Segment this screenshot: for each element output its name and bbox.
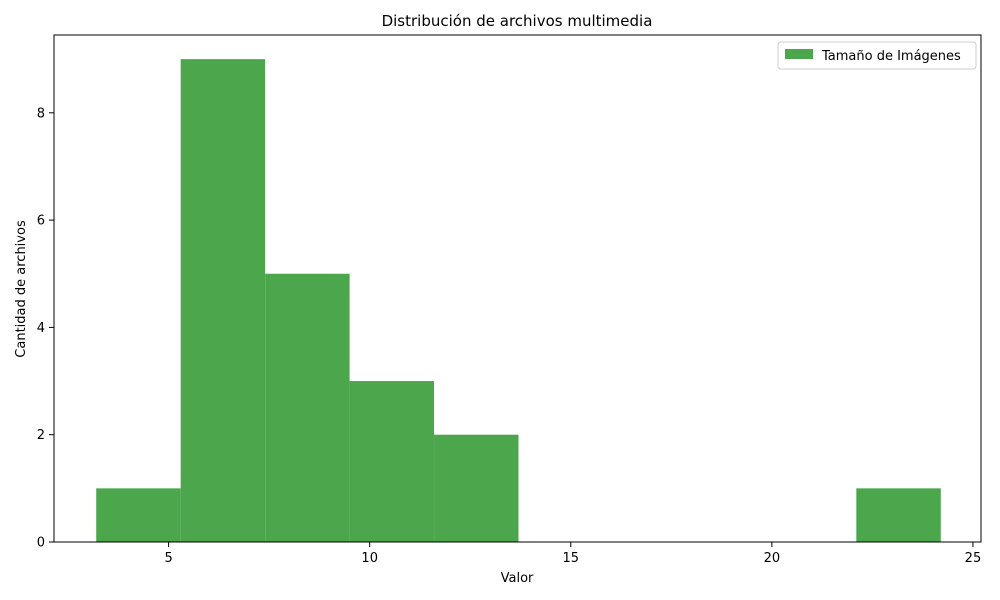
legend-swatch bbox=[785, 49, 813, 59]
histogram-bar bbox=[434, 434, 519, 542]
x-axis-ticks: 5 10 15 20 25 bbox=[164, 542, 981, 566]
y-tick-label: 4 bbox=[37, 321, 45, 336]
histogram-bar bbox=[349, 381, 435, 542]
y-tick-label: 0 bbox=[37, 536, 45, 551]
x-tick-label: 15 bbox=[563, 551, 580, 566]
y-axis-label: Cantidad de archivos bbox=[14, 220, 29, 358]
plot-frame bbox=[53, 34, 982, 543]
histogram-bar bbox=[180, 59, 266, 543]
histogram-bar bbox=[265, 273, 350, 542]
legend: Tamaño de Imágenes bbox=[777, 41, 977, 70]
y-axis-ticks: 0 2 4 6 8 bbox=[37, 106, 54, 551]
histogram-bar bbox=[856, 488, 941, 542]
legend-box bbox=[777, 41, 977, 70]
x-tick-label: 5 bbox=[164, 551, 172, 566]
chart-title: Distribución de archivos multimedia bbox=[382, 12, 653, 30]
bars-group bbox=[96, 59, 941, 543]
legend-label: Tamaño de Imágenes bbox=[821, 49, 961, 64]
y-tick-label: 8 bbox=[37, 106, 45, 121]
y-tick-label: 6 bbox=[37, 214, 45, 229]
x-tick-label: 25 bbox=[965, 551, 982, 566]
x-tick-label: 20 bbox=[764, 551, 781, 566]
histogram-bar bbox=[96, 488, 181, 542]
x-axis-label: Valor bbox=[501, 571, 534, 586]
x-tick-label: 10 bbox=[361, 551, 378, 566]
y-tick-label: 2 bbox=[37, 428, 45, 443]
